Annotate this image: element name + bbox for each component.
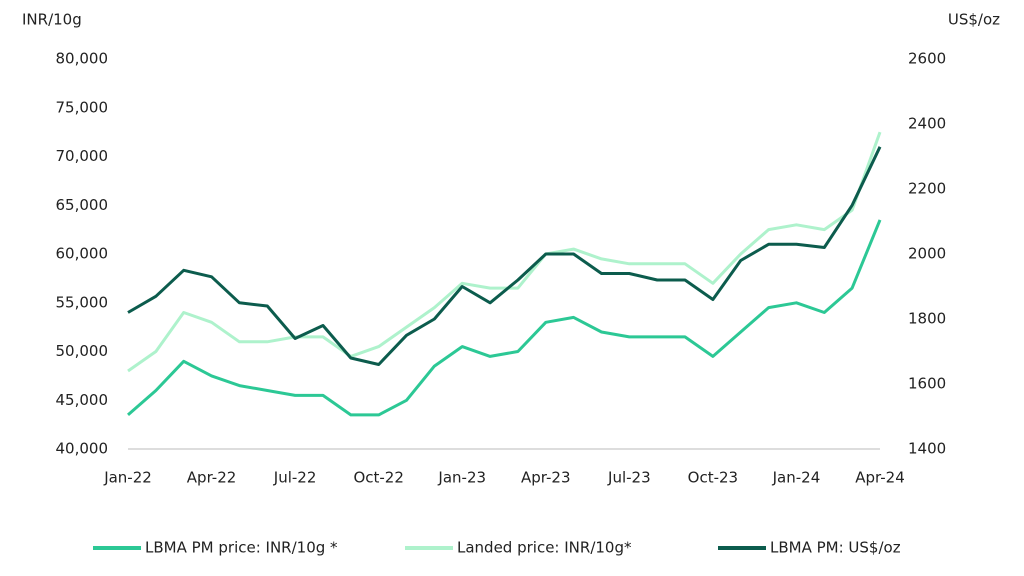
- y2-tick-label: 2600: [908, 50, 946, 68]
- y2-tick-label: 2200: [908, 180, 946, 198]
- y2-tick-label: 1400: [908, 440, 946, 458]
- x-tick-label: Jul-22: [273, 469, 317, 487]
- y-tick-label: 65,000: [56, 196, 109, 214]
- series-line: [127, 146, 882, 366]
- series-line: [127, 219, 882, 417]
- legend-label: LBMA PM: US$/oz: [770, 539, 901, 557]
- x-tick-label: Jan-24: [772, 469, 821, 487]
- x-tick-label: Jul-23: [607, 469, 651, 487]
- y-tick-label: 45,000: [56, 391, 109, 409]
- y2-tick-label: 1600: [908, 375, 946, 393]
- y2-tick-label: 2000: [908, 245, 946, 263]
- x-tick-label: Oct-23: [688, 469, 738, 487]
- x-tick-label: Apr-23: [521, 469, 571, 487]
- x-tick-label: Apr-24: [855, 469, 905, 487]
- x-tick-label: Jan-23: [437, 469, 486, 487]
- x-tick-label: Jan-22: [103, 469, 152, 487]
- y-tick-label: 60,000: [56, 245, 109, 263]
- legend-label: Landed price: INR/10g*: [457, 539, 632, 557]
- series-line: [127, 131, 882, 373]
- y-axis-title: INR/10g: [22, 11, 82, 29]
- y2-tick-label: 2400: [908, 115, 946, 133]
- y-tick-label: 50,000: [56, 342, 109, 360]
- y-tick-label: 75,000: [56, 98, 109, 116]
- y-tick-label: 70,000: [56, 147, 109, 165]
- y2-tick-label: 1800: [908, 310, 946, 328]
- y-tick-label: 55,000: [56, 293, 109, 311]
- x-tick-label: Apr-22: [187, 469, 237, 487]
- y-tick-label: 80,000: [56, 50, 109, 68]
- legend-label: LBMA PM price: INR/10g *: [145, 539, 338, 557]
- y2-axis-title: US$/oz: [948, 11, 1000, 29]
- x-tick-label: Oct-22: [353, 469, 403, 487]
- y-tick-label: 40,000: [56, 440, 109, 458]
